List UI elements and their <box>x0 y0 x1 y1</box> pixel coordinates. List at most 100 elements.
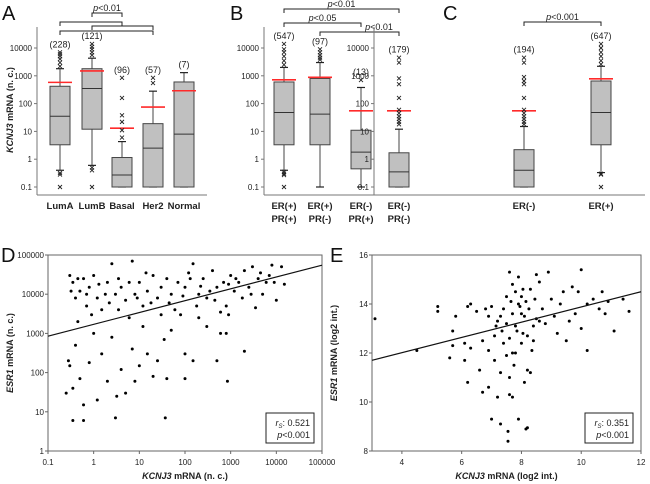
data-point <box>127 280 131 284</box>
data-point <box>516 275 520 279</box>
data-point <box>191 359 195 363</box>
data-point <box>469 346 473 350</box>
y-tick-label: 1000 <box>26 329 44 338</box>
data-point <box>137 364 141 368</box>
data-point <box>540 307 544 311</box>
outlier-marker <box>396 81 402 87</box>
y-tick-label: 1000 <box>351 72 369 81</box>
data-point <box>518 304 522 308</box>
data-point <box>533 297 537 301</box>
data-point <box>507 270 511 274</box>
data-point <box>555 331 559 335</box>
data-point <box>567 319 571 323</box>
data-point <box>156 359 160 363</box>
data-point <box>524 300 528 304</box>
outlier-marker <box>317 46 323 52</box>
data-point <box>499 371 503 375</box>
data-point <box>68 364 72 368</box>
data-point <box>130 259 134 263</box>
x-axis-label-gene: KCNJ3 <box>455 471 485 481</box>
data-point <box>110 335 114 339</box>
data-point <box>227 282 231 286</box>
data-point <box>225 379 229 383</box>
data-point <box>90 313 94 317</box>
data-point <box>519 341 523 345</box>
data-point <box>127 316 131 320</box>
data-point <box>71 280 75 284</box>
data-point <box>119 285 123 289</box>
data-point <box>264 280 268 284</box>
data-point <box>585 349 589 353</box>
y-tick-label: 100 <box>246 100 260 109</box>
data-point <box>564 339 568 343</box>
data-point <box>500 329 504 333</box>
data-point <box>169 292 173 296</box>
data-point <box>130 347 134 351</box>
data-point <box>82 418 86 422</box>
data-point <box>436 304 440 308</box>
data-point <box>95 398 99 402</box>
data-point <box>76 277 80 281</box>
p-symbol: p <box>545 12 551 22</box>
data-point <box>603 312 607 316</box>
y-tick-label: 14 <box>359 300 368 309</box>
data-point <box>512 363 516 367</box>
x-tick-label: 6 <box>459 458 464 467</box>
outlier-marker <box>598 45 604 51</box>
data-point <box>105 280 109 284</box>
outlier-marker <box>598 54 604 59</box>
significance-bracket <box>59 21 123 26</box>
data-point <box>78 289 82 293</box>
data-point <box>117 308 121 312</box>
data-point <box>71 418 75 422</box>
outlier-marker <box>119 135 125 140</box>
data-point <box>66 359 70 363</box>
category-label: LumB <box>79 201 106 212</box>
y-tick-label: 1 <box>255 155 260 164</box>
data-point <box>463 358 467 362</box>
data-point <box>183 352 187 356</box>
x-axis-label-gene: KCNJ3 <box>142 471 172 481</box>
category-label: PR(-) <box>388 214 411 225</box>
data-point <box>237 280 241 284</box>
y-tick-label: 1 <box>40 447 45 456</box>
panel-letter: B <box>230 3 243 25</box>
y-tick-label: 10 <box>359 398 368 407</box>
y-axis-label-gene: ESR1 <box>5 369 15 393</box>
y-tick-label: 100000 <box>17 251 44 260</box>
data-point <box>510 312 514 316</box>
data-point <box>210 269 214 273</box>
category-label: PR(-) <box>309 214 332 225</box>
data-point <box>522 314 526 318</box>
x-axis-label-unit: mRNA (n. c.) <box>172 471 228 481</box>
p-symbol: p <box>327 0 333 9</box>
data-point <box>270 263 274 267</box>
data-point <box>232 289 236 293</box>
data-point <box>505 322 508 326</box>
data-point <box>100 308 104 312</box>
data-point <box>73 296 77 300</box>
x-axis-label: KCNJ3 mRNA (log2 int.) <box>455 471 557 481</box>
outlier-marker <box>281 54 287 59</box>
p-symbol: p <box>595 430 601 440</box>
data-point <box>513 290 517 294</box>
data-point <box>502 307 506 311</box>
data-point <box>183 285 187 289</box>
data-point <box>516 417 520 421</box>
panel-a: A 0.1 1 10 100 1000 10000 KCNJ3 mRNA (n. c.) (22… <box>2 3 207 212</box>
y-tick-label: 1 <box>28 155 33 164</box>
data-point <box>87 285 91 289</box>
p-value: <0.01 <box>98 3 121 13</box>
outlier-marker <box>396 107 402 113</box>
y-tick-label: 0.1 <box>248 183 260 192</box>
p-value: <0.05 <box>314 13 337 23</box>
x-tick-label: 1 <box>91 458 96 467</box>
regression-line <box>47 264 323 337</box>
y-axis-label-unit: mRNA (n. c.) <box>5 313 15 369</box>
x-axis-label-unit: mRNA (log2 int.) <box>485 471 558 481</box>
data-point <box>534 273 538 277</box>
data-point <box>481 339 485 343</box>
data-point <box>506 429 510 433</box>
outlier-marker <box>281 169 287 175</box>
outlier-marker <box>57 49 63 55</box>
